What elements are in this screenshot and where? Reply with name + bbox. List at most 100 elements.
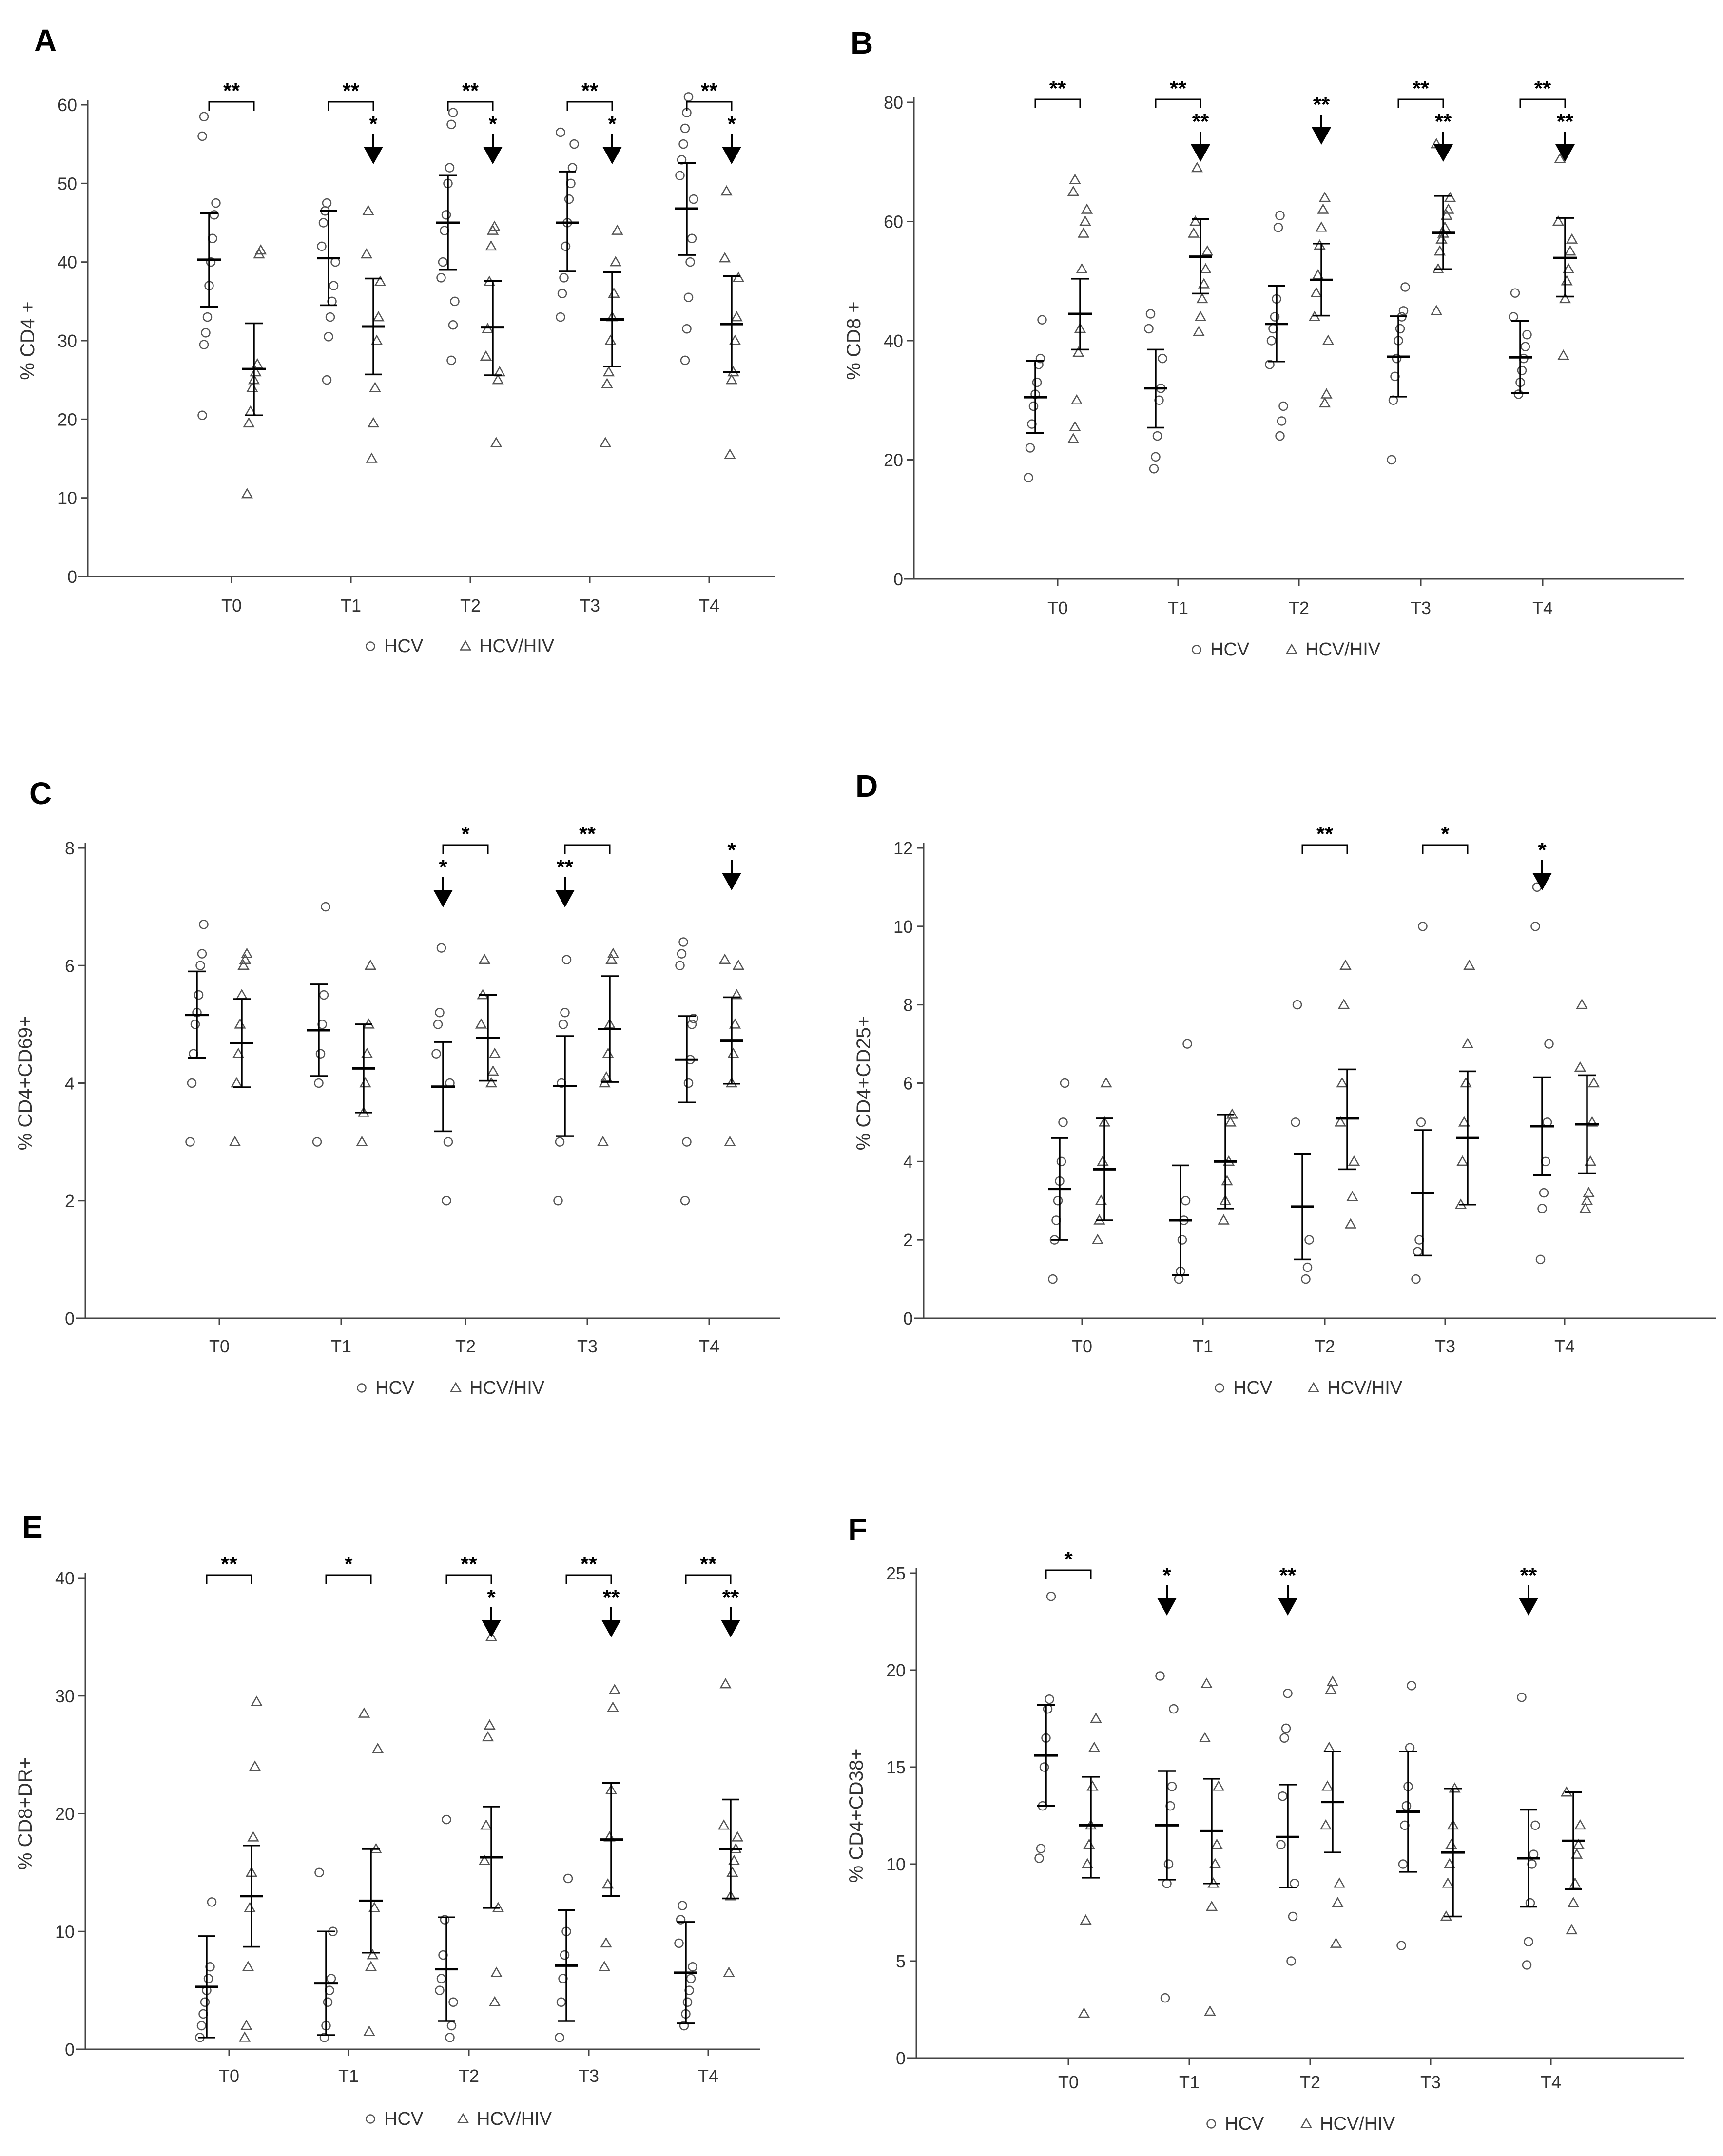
data-point-hcv [1169,1704,1179,1714]
data-point-hcv-hiv [365,1961,377,1971]
significance-bracket [1301,844,1348,854]
arrow-down-icon [1519,1598,1538,1616]
data-point-hcv-hiv [718,252,731,263]
data-point-hcv [197,949,207,959]
legend: HCV HCV/HIV [1206,2114,1395,2134]
legend-hcv-label: HCV [1210,639,1250,660]
data-point-hcv [1539,1188,1549,1198]
data-point-hcv [446,355,456,366]
legend-hcv-hiv-label: HCV/HIV [1327,1378,1403,1398]
data-point-hcv-hiv [725,374,738,385]
x-tick-label-t3: T3 [1435,1336,1455,1356]
data-point-hcv [1151,452,1161,462]
data-point-hcv-hiv [1067,433,1080,443]
significance-label: ** [1557,110,1574,134]
data-point-hcv [199,112,209,121]
y-axis-title: % CD4+CD25+ [853,1016,874,1151]
data-point-hcv [1281,1723,1291,1733]
data-point-hcv [675,961,685,970]
x-tick-label-t3: T3 [1420,2072,1441,2092]
data-point-hcv-hiv [370,334,383,345]
data-point-hcv-hiv [1574,1819,1587,1830]
x-tick-label-t1: T1 [1179,2072,1200,2092]
significance-arrow: * [364,112,383,164]
data-point-hcv [553,1196,563,1206]
data-point-hcv-hiv [604,334,617,345]
arrow-down-icon [722,147,741,164]
data-point-hcv-hiv [229,1136,241,1146]
data-point-hcv [196,2021,207,2031]
data-point-hcv-hiv [492,374,504,385]
series-hcv-hiv [1078,1675,1587,2018]
data-point-hcv-hiv [1069,173,1081,184]
significance-bracket: ** [685,1552,732,1584]
y-tick-label: 20 [55,1804,75,1824]
data-point-hcv [200,1997,210,2007]
data-point-hcv [209,210,219,220]
legend: HCV HCV/HIV [1215,1378,1403,1398]
data-point-hcv-hiv [1330,1937,1342,1948]
data-point-hcv [314,1867,324,1878]
panel-letter: F [848,1512,867,1547]
data-point-hcv [1182,1039,1192,1049]
data-point-hcv-hiv [607,1701,619,1712]
data-point-hcv-hiv [360,248,373,259]
data-point-hcv-hiv [720,185,733,196]
significance-bracket [447,101,494,111]
data-point-hcv-hiv [1570,1848,1583,1859]
data-point-hcv-hiv [1204,2005,1216,2016]
data-point-hcv [1398,306,1409,316]
data-point-hcv [324,332,333,342]
data-point-hcv [1046,1592,1056,1601]
data-point-hcv [1387,455,1396,465]
data-point-hcv-hiv [1218,1214,1230,1225]
data-point-hcv [197,131,207,141]
significance-arrow: ** [1555,110,1575,162]
data-point-hcv [680,1196,690,1206]
legend: HCV HCV/HIV [1192,639,1381,660]
data-point-hcv [1288,1911,1298,1922]
legend-hcv-label: HCV [1233,1378,1273,1398]
data-point-hcv-hiv [608,287,620,298]
data-point-hcv-hiv [480,350,492,361]
data-point-hcv [682,1997,693,2007]
data-point-hcv-hiv [1100,1077,1112,1088]
significance-bracket [325,1574,372,1584]
data-point-hcv [436,273,446,283]
significance-label: ** [701,79,718,103]
data-point-hcv-hiv [1334,1116,1347,1127]
panel-letter: D [855,769,878,804]
significance-arrow: * [482,1585,501,1637]
y-tick-label: 2 [903,1230,913,1250]
legend-hcv-icon [357,1383,367,1393]
x-tick-label-t3: T3 [580,596,600,616]
data-point-hcv-hiv [1460,1077,1472,1088]
x-tick-label-t1: T1 [338,2066,359,2086]
y-tick-label: 8 [903,995,913,1015]
significance-bracket: ** [208,79,255,111]
data-point-hcv-hiv [1587,1077,1600,1088]
x-tick-label-t3: T3 [577,1336,598,1356]
significance-label: * [1538,838,1547,862]
data-point-hcv [674,1938,684,1948]
data-point-hcv-hiv [602,1047,614,1058]
data-point-hcv-hiv [364,959,377,970]
arrow-down-icon [555,890,575,907]
y-tick-label: 60 [884,212,903,232]
significance-label: * [1162,1563,1171,1587]
data-point-hcv [557,289,567,298]
data-point-hcv [1275,431,1285,441]
data-point-hcv [1158,353,1167,364]
data-point-hcv-hiv [241,947,253,958]
data-point-hcv [689,1014,698,1023]
x-tick-label-t4: T4 [1532,598,1553,618]
data-point-hcv-hiv [1205,1901,1218,1911]
data-point-hcv [556,1997,566,2007]
data-point-hcv-hiv [1337,999,1350,1009]
y-axis-title: % CD4+CD69+ [15,1016,36,1151]
data-point-hcv [448,320,458,330]
data-point-hcv [1291,1117,1300,1127]
data-point-hcv-hiv [485,240,497,251]
y-tick-label: 60 [58,95,77,115]
